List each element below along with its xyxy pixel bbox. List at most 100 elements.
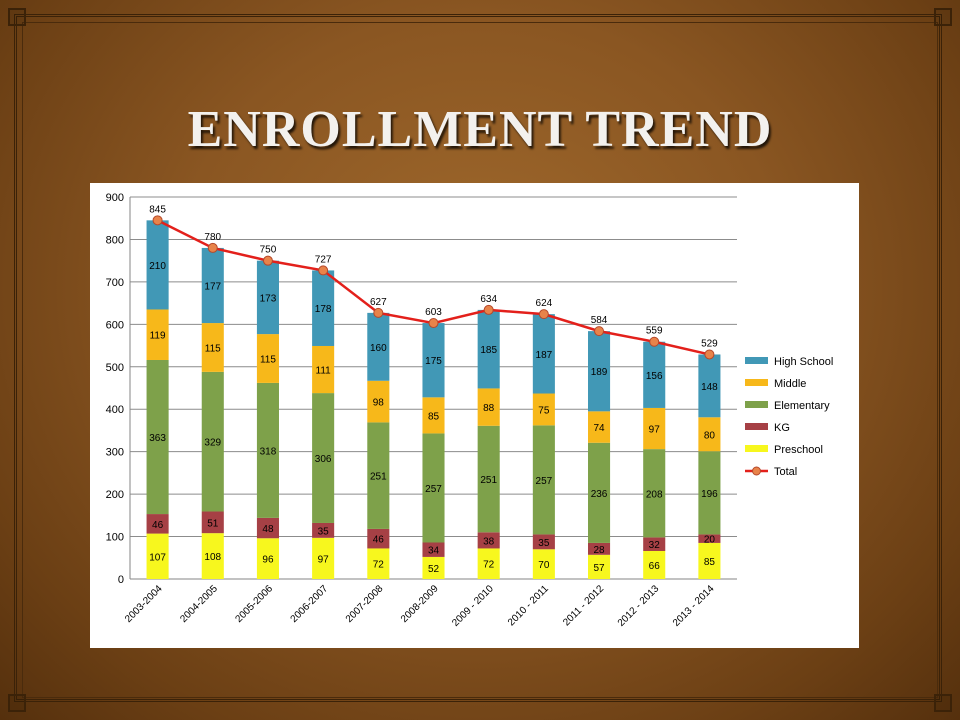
bar-segment-kg	[367, 528, 390, 549]
y-tick-label: 0	[118, 574, 124, 586]
total-data-label: 627	[370, 297, 387, 308]
total-marker	[152, 215, 163, 226]
data-label-elementary: 236	[591, 489, 608, 500]
legend-label: Elementary	[774, 400, 830, 412]
total-data-label: 529	[701, 338, 718, 349]
data-label-middle: 111	[316, 366, 332, 377]
data-label-kg: 46	[152, 520, 164, 531]
bar-segment-kg	[256, 517, 279, 539]
data-label-preschool: 97	[318, 554, 330, 565]
bar-segment-high-school	[367, 312, 390, 381]
bar-segment-middle	[532, 393, 555, 426]
total-data-label: 559	[646, 326, 663, 337]
x-tick-label: 2010 - 2011	[506, 583, 551, 628]
data-label-high-school: 189	[591, 367, 608, 378]
y-tick-label: 900	[106, 192, 124, 204]
enrollment-chart: 0 100 200 300 400 500 600 700 800 900 107 108 96 97 72…	[106, 192, 834, 629]
data-label-high-school: 177	[204, 281, 221, 292]
legend-swatch-marker	[752, 466, 761, 476]
frame-corner-ornament	[8, 694, 26, 712]
chart-container: 0 100 200 300 400 500 600 700 800 900 107 108 96 97 72…	[90, 183, 859, 648]
decorative-frame-inner	[22, 22, 938, 698]
legend-swatch	[745, 357, 768, 364]
data-label-middle: 98	[373, 398, 385, 409]
bar-segment-kg	[588, 542, 611, 555]
data-label-kg: 28	[593, 545, 605, 556]
data-label-high-school: 210	[149, 261, 166, 272]
data-label-high-school: 156	[646, 371, 663, 382]
total-marker	[373, 307, 384, 318]
y-tick-label: 800	[106, 234, 124, 246]
y-tick-label: 400	[106, 404, 124, 416]
y-tick-label: 500	[106, 362, 124, 374]
data-label-middle: 74	[593, 423, 605, 434]
bar-segment-kg	[698, 534, 721, 543]
bar-segment-kg	[477, 532, 500, 549]
data-label-elementary: 257	[536, 476, 553, 487]
total-data-label: 634	[480, 294, 497, 305]
legend-swatch	[745, 445, 768, 452]
data-label-high-school: 187	[536, 350, 553, 361]
legend-swatch	[745, 423, 768, 430]
bar-segment-kg	[312, 522, 335, 538]
bar-segment-middle	[146, 309, 169, 360]
decorative-frame	[14, 14, 942, 702]
bar-segment-elementary	[532, 425, 555, 535]
bar-segment-preschool	[201, 533, 224, 579]
bar-segment-elementary	[422, 433, 445, 543]
data-label-elementary: 251	[480, 475, 497, 486]
bar-segment-high-school	[588, 331, 611, 412]
bar-segment-kg	[422, 542, 445, 557]
legend-swatch	[745, 401, 768, 408]
x-tick-label: 2006-2007	[289, 583, 331, 625]
legend-label: Total	[774, 466, 797, 478]
data-label-preschool: 70	[538, 560, 550, 571]
x-tick-label: 2003-2004	[123, 583, 165, 625]
total-data-label: 750	[260, 245, 277, 256]
total-marker	[483, 304, 494, 315]
data-label-kg: 35	[318, 526, 330, 537]
total-marker	[704, 349, 715, 360]
data-label-preschool: 85	[704, 557, 716, 568]
total-marker	[594, 326, 605, 337]
data-label-high-school: 175	[425, 356, 442, 367]
frame-corner-ornament	[8, 8, 26, 26]
bar-segment-kg	[643, 537, 666, 551]
total-data-label: 780	[204, 232, 221, 243]
total-marker	[649, 336, 660, 347]
bar-segment-preschool	[146, 533, 169, 579]
data-label-middle: 88	[483, 403, 495, 414]
legend-label: Preschool	[774, 444, 823, 456]
bar-segment-elementary	[146, 359, 169, 515]
bar-segment-high-school	[477, 309, 500, 389]
bar-segment-middle	[477, 388, 500, 426]
data-label-kg: 46	[373, 535, 385, 546]
bar-segment-elementary	[588, 442, 611, 543]
bar-segment-preschool	[367, 548, 390, 579]
data-label-high-school: 178	[315, 304, 332, 315]
total-data-label: 584	[591, 315, 608, 326]
legend-swatch	[745, 379, 768, 386]
legend-label: KG	[774, 422, 790, 434]
bar-segment-middle	[422, 397, 445, 434]
data-label-preschool: 107	[149, 552, 166, 563]
bar-segment-high-school	[698, 354, 721, 418]
legend-label: Middle	[774, 378, 806, 390]
data-label-preschool: 72	[373, 560, 385, 571]
data-label-elementary: 196	[701, 489, 718, 500]
bar-segment-middle	[588, 411, 611, 443]
x-tick-label: 2012 - 2013	[616, 583, 662, 629]
total-marker	[538, 309, 549, 320]
bar-segment-elementary	[312, 393, 335, 523]
legend-label: High School	[774, 356, 833, 368]
bar-segment-preschool	[588, 554, 611, 579]
bar-segment-middle	[256, 334, 279, 383]
data-label-elementary: 257	[425, 484, 442, 495]
bar-segment-high-school	[201, 247, 224, 324]
bar-segment-elementary	[477, 425, 500, 533]
y-tick-label: 200	[106, 489, 124, 501]
bar-segment-preschool	[256, 538, 279, 579]
bar-segment-middle	[201, 323, 224, 372]
y-tick-label: 100	[106, 532, 124, 544]
x-tick-label: 2013 - 2014	[671, 583, 717, 629]
